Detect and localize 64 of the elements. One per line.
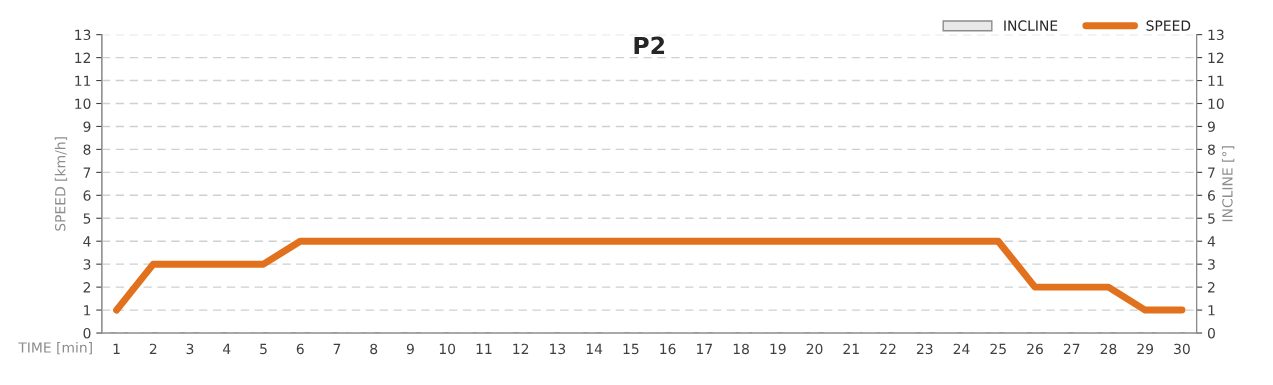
x-tick-label: 8 (370, 343, 378, 355)
legend-label: SPEED (1146, 20, 1191, 31)
legend-label: INCLINE (1004, 20, 1058, 31)
x-tick-label: 20 (806, 343, 823, 355)
x-tick-label: 4 (223, 343, 231, 354)
x-tick-label: 2 (149, 343, 157, 354)
x-tick-label: 28 (1100, 343, 1117, 355)
x-tick-label: 5 (260, 343, 267, 355)
y-tick-label: 1 (84, 305, 91, 316)
x-tick-label: 6 (296, 343, 304, 355)
x-tick-label: 19 (770, 343, 786, 355)
y2-tick-label: 4 (1207, 236, 1216, 247)
x-tick-label: 12 (513, 343, 529, 354)
x-tick-label: 18 (733, 343, 749, 355)
y2-tick-label: 0 (1207, 327, 1215, 339)
y-tick-label: 4 (83, 236, 91, 247)
x-tick-label: 27 (1063, 343, 1080, 354)
y-tick-label: 5 (83, 213, 91, 224)
y2-tick-label: 6 (1208, 190, 1215, 201)
y2-tick-label: 7 (1208, 167, 1215, 178)
y2-tick-label: 11 (1208, 75, 1224, 86)
x-tick-label: 24 (953, 343, 970, 354)
x-axis-title: TIME [min] (18, 341, 92, 355)
x-tick-label: 3 (186, 343, 194, 355)
y2-tick-label: 12 (1208, 52, 1224, 63)
x-tick-label: 9 (406, 343, 414, 355)
x-tick-label: 1 (113, 343, 120, 354)
x-tick-label: 15 (623, 343, 639, 355)
x-tick-label: 7 (333, 343, 341, 354)
y-tick-label: 2 (83, 282, 91, 293)
y2-tick-label: 8 (1207, 144, 1215, 155)
y-tick-label: 11 (75, 75, 91, 86)
x-tick-label: 14 (586, 343, 603, 354)
y2-tick-label: 3 (1208, 259, 1215, 270)
y2-tick-label: 10 (1208, 98, 1224, 109)
y2-tick-label: 2 (1208, 282, 1215, 293)
x-tick-label: 26 (1027, 343, 1043, 355)
x-tick-label: 25 (990, 343, 1006, 355)
x-tick-label: 22 (880, 343, 896, 354)
y-tick-label: 6 (83, 190, 91, 201)
y-tick-label: 10 (75, 98, 91, 109)
x-tick-label: 16 (660, 343, 676, 355)
y-tick-label: 7 (83, 167, 91, 178)
y-tick-label: 3 (83, 259, 91, 270)
x-tick-label: 11 (476, 343, 492, 354)
y-tick-label: 9 (83, 121, 91, 132)
y2-tick-label: 13 (1208, 29, 1224, 41)
y-tick-label: 8 (83, 144, 91, 155)
x-tick-label: 17 (697, 343, 712, 354)
y2-tick-label: 1 (1208, 305, 1215, 316)
x-tick-label: 13 (550, 343, 566, 355)
y-tick-label: 13 (75, 29, 91, 41)
chart-title: P2 (634, 36, 665, 55)
y2-tick-label: 5 (1208, 213, 1215, 224)
y-tick-label: 12 (75, 52, 91, 63)
x-tick-label: 30 (1174, 343, 1190, 355)
x-tick-label: 10 (439, 343, 456, 355)
y-tick-label: 0 (83, 327, 91, 339)
y-axis-title: SPEED [km/h] (54, 137, 68, 231)
y2-axis-title: INCLINE [°] (1221, 146, 1235, 222)
x-tick-label: 23 (916, 343, 933, 355)
x-tick-label: 21 (843, 343, 859, 354)
y2-tick-label: 9 (1207, 121, 1215, 132)
x-tick-label: 29 (1137, 343, 1154, 355)
